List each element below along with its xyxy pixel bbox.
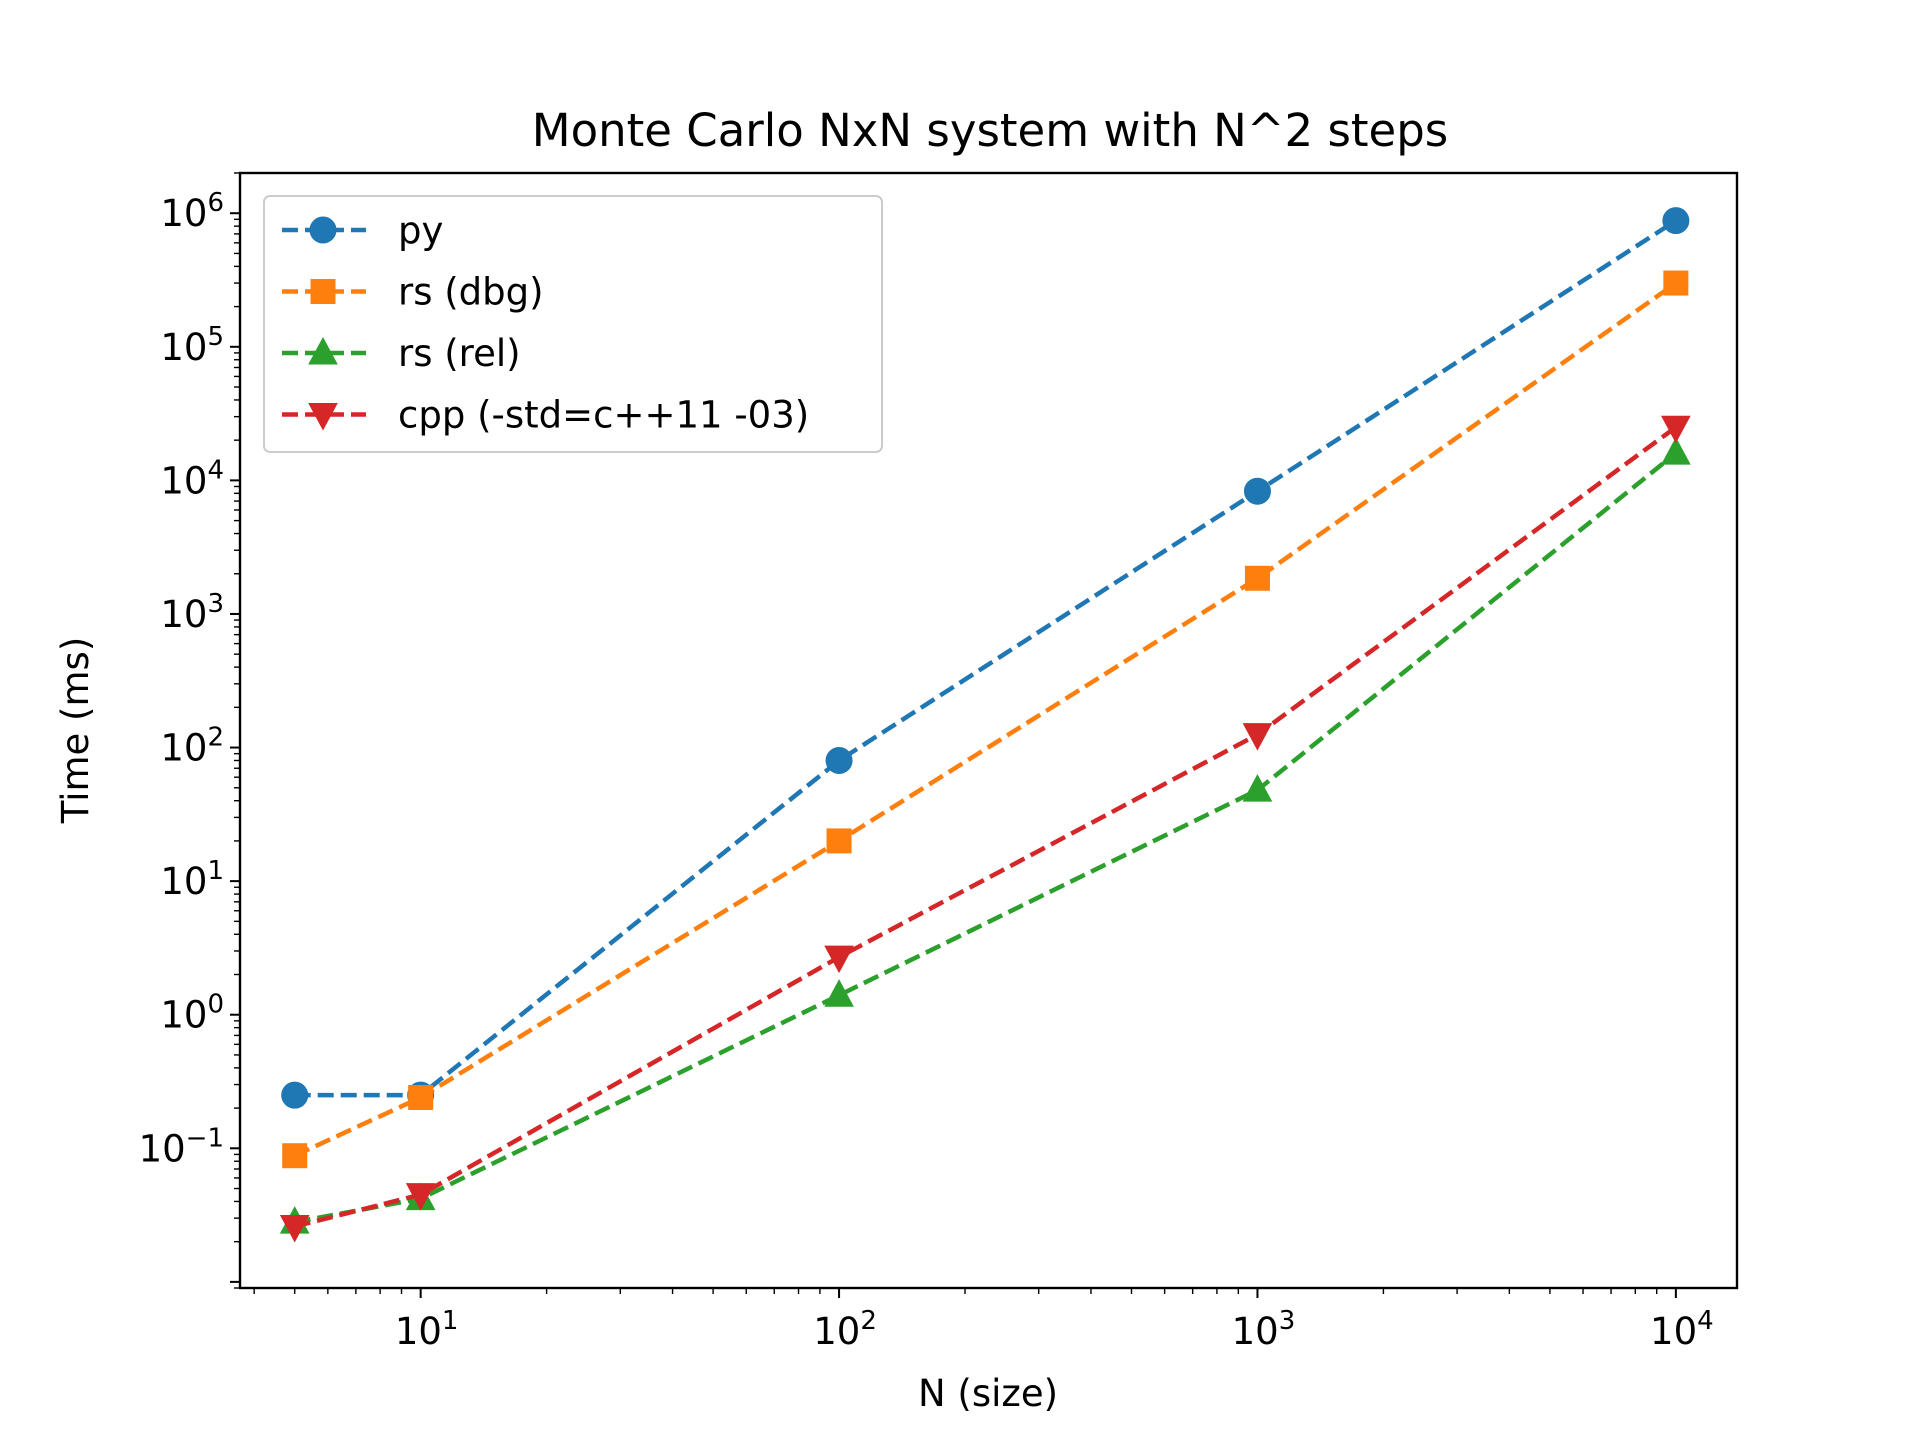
y-tick-label: 104 — [160, 455, 224, 502]
y-tick-label-base: 10 — [160, 727, 207, 770]
y-tick-label-base: 10 — [160, 593, 207, 636]
x-tick-label-base: 10 — [395, 1310, 442, 1353]
legend-item: rs (dbg) — [282, 271, 544, 314]
data-point — [1244, 565, 1270, 591]
x-tick-label-exponent: 1 — [442, 1306, 459, 1336]
data-point — [1242, 774, 1273, 802]
x-tick-label: 101 — [395, 1306, 459, 1353]
x-axis-ticks: 101 102 103 104 — [253, 1288, 1714, 1353]
data-point — [281, 1081, 309, 1109]
data-point — [282, 1143, 308, 1169]
y-tick-label-exponent: 6 — [207, 188, 224, 218]
data-point — [826, 828, 852, 854]
y-tick-label: 103 — [160, 589, 224, 636]
y-tick-label-exponent: 0 — [207, 990, 224, 1020]
legend-marker — [310, 279, 336, 304]
y-tick-label-base: 10 — [160, 326, 207, 369]
x-tick-label-exponent: 3 — [1279, 1306, 1296, 1336]
series-1 — [282, 270, 1689, 1169]
legend: py rs (dbg) rs (rel) cpp (-std=c++11 -03) — [263, 195, 883, 453]
data-point — [408, 1085, 434, 1111]
legend-marker — [308, 403, 338, 431]
x-tick-label: 102 — [813, 1306, 877, 1353]
y-tick-label: 105 — [160, 322, 224, 369]
y-tick-label-exponent: 2 — [207, 723, 224, 753]
data-point — [825, 746, 853, 774]
x-tick-label-base: 10 — [1650, 1310, 1697, 1353]
legend-item: cpp (-std=c++11 -03) — [282, 394, 809, 437]
legend-marker — [309, 216, 337, 244]
data-point — [1662, 207, 1690, 235]
y-axis-label: Time (ms) — [54, 637, 97, 825]
data-point — [1661, 437, 1691, 465]
y-tick-label-exponent: 4 — [207, 455, 224, 485]
data-point — [1663, 270, 1689, 296]
legend-item: py — [282, 209, 443, 252]
data-point — [824, 979, 854, 1007]
series-layer — [279, 207, 1691, 1243]
legend-frame — [263, 195, 883, 453]
x-tick-label-base: 10 — [1232, 1310, 1279, 1353]
y-tick-label: 100 — [160, 990, 224, 1037]
y-tick-label-exponent: 5 — [207, 322, 224, 352]
legend-item: rs (rel) — [282, 332, 521, 375]
data-point — [1243, 477, 1271, 505]
x-tick-label: 104 — [1650, 1306, 1714, 1353]
y-tick-label-base: 10 — [139, 1127, 186, 1170]
series-line — [294, 218, 1678, 1098]
series-3 — [279, 415, 1691, 1243]
data-point — [824, 945, 854, 974]
data-point — [279, 1214, 310, 1243]
y-tick-label: 102 — [160, 723, 224, 770]
y-tick-label: 10−1 — [139, 1123, 224, 1170]
chart-title: Monte Carlo NxN system with N^2 steps — [532, 104, 1448, 157]
y-tick-label-exponent: 3 — [207, 589, 224, 619]
data-point — [405, 1183, 436, 1211]
y-tick-label-base: 10 — [160, 459, 207, 502]
y-tick-label-base: 10 — [160, 994, 207, 1037]
plot-frame — [238, 171, 1739, 1290]
legend-label: py — [398, 209, 443, 252]
x-axis-label: N (size) — [918, 1372, 1058, 1415]
y-tick-label: 106 — [160, 188, 224, 235]
data-point — [1242, 723, 1273, 751]
data-point — [1661, 415, 1691, 444]
x-tick-label-base: 10 — [813, 1310, 860, 1353]
x-tick-label: 103 — [1232, 1306, 1296, 1353]
legend-label: cpp (-std=c++11 -03) — [398, 394, 809, 437]
legend-label: rs (dbg) — [398, 271, 544, 314]
y-tick-label: 101 — [160, 856, 224, 903]
y-tick-label-exponent: −1 — [186, 1123, 224, 1153]
x-tick-label-exponent: 4 — [1697, 1306, 1714, 1336]
y-tick-label-base: 10 — [160, 860, 207, 903]
legend-label: rs (rel) — [398, 332, 521, 375]
y-tick-label-base: 10 — [160, 192, 207, 235]
legend-marker — [308, 336, 338, 365]
y-tick-label-exponent: 1 — [207, 856, 224, 886]
x-tick-label-exponent: 2 — [860, 1306, 877, 1336]
